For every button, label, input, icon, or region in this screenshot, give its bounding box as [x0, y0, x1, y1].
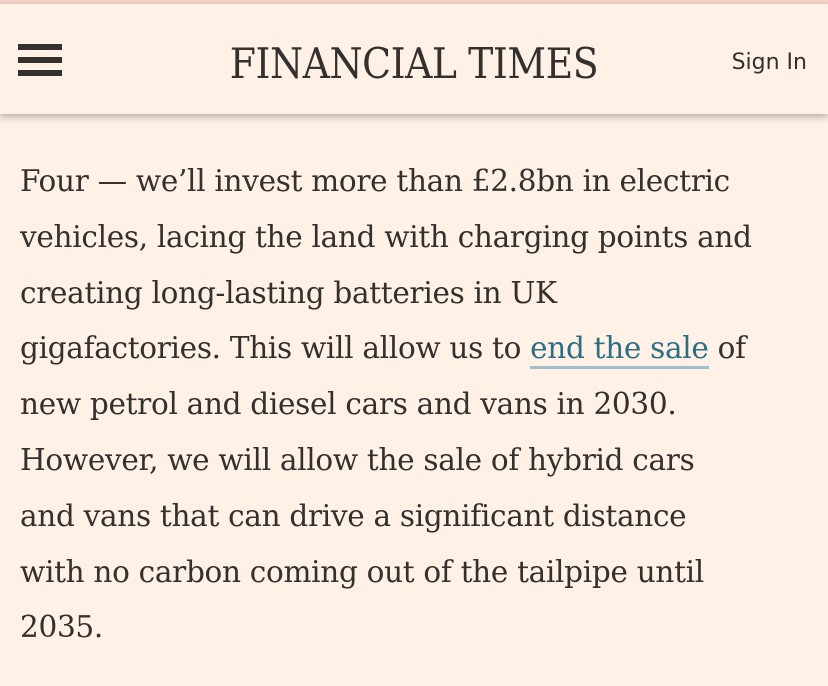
top-accent-rule: [0, 0, 828, 4]
masthead-logo[interactable]: FINANCIAL TIMES: [229, 39, 599, 88]
article-line: Four — we’ll invest more than £2.8bn in …: [20, 164, 730, 198]
sign-in-link[interactable]: Sign In: [731, 50, 807, 75]
article-line: However, we will allow the sale of hybri…: [20, 442, 695, 477]
article-paragraph: Four — we’ll invest more than £2.8bn in …: [20, 154, 820, 656]
article-line: 2035.: [20, 610, 103, 645]
article-line: new petrol and diesel cars and vans in 2…: [20, 387, 677, 422]
article-line-with-link: gigafactories. This will allow us to end…: [20, 321, 820, 377]
end-the-sale-link[interactable]: end the sale: [530, 331, 709, 370]
menu-bar-bottom: [18, 70, 62, 76]
article-text: of: [708, 331, 746, 366]
article-line: creating long-lasting batteries in UK: [20, 275, 557, 310]
article-line: with no carbon coming out of the tailpip…: [20, 554, 704, 589]
article-text: gigafactories. This will allow us to: [20, 331, 531, 366]
hamburger-menu-icon[interactable]: [18, 44, 62, 76]
site-header: FINANCIAL TIMES Sign In: [0, 4, 828, 114]
menu-bar-top: [18, 44, 62, 50]
article-line: vehicles, lacing the land with charging …: [20, 219, 752, 254]
article-line: and vans that can drive a significant di…: [20, 498, 687, 533]
menu-bar-middle: [18, 57, 62, 63]
